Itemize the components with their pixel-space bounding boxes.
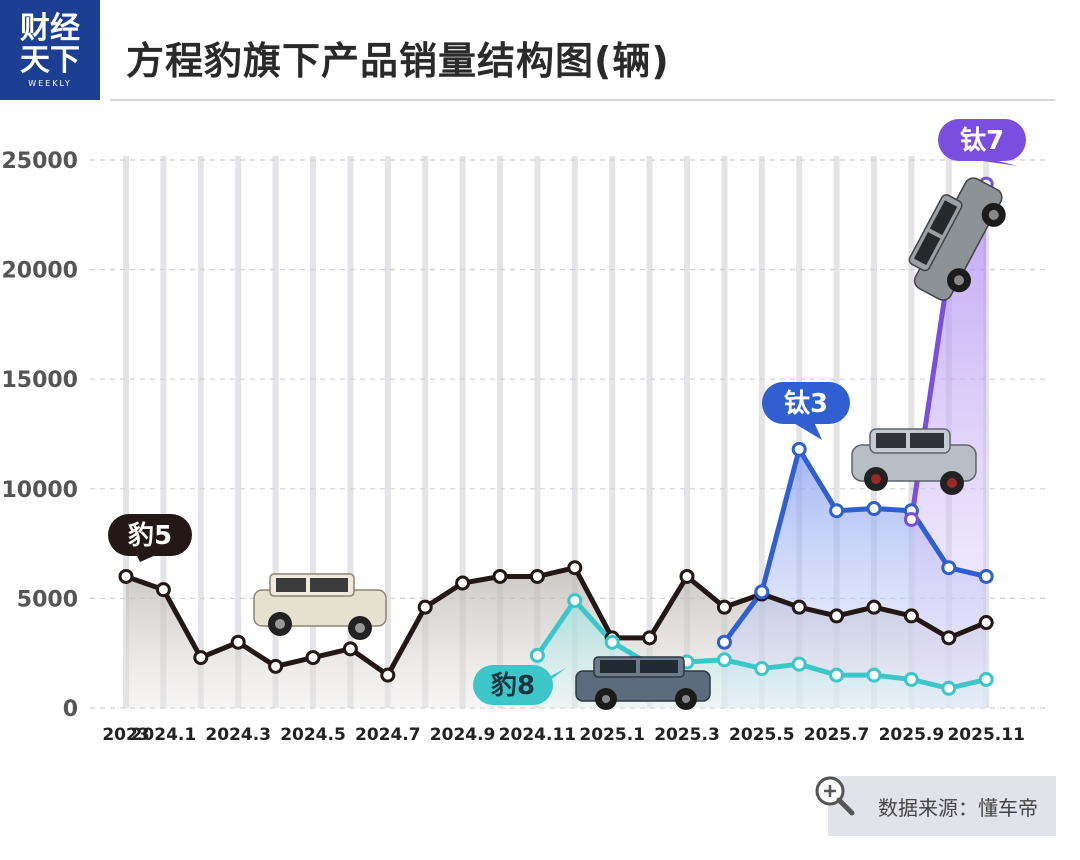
magnifier-icon xyxy=(815,776,855,816)
data-point-tai3 xyxy=(754,584,770,600)
brand-logo: 财经 天下 WEEKLY xyxy=(0,0,100,100)
data-point-bao5 xyxy=(529,568,545,584)
x-tick-label: 2025.1 xyxy=(579,725,645,745)
data-point-bao5 xyxy=(193,650,209,666)
x-tick-label: 2025.9 xyxy=(879,725,945,745)
data-point-bao5 xyxy=(230,634,246,650)
data-point-bao8 xyxy=(716,652,732,668)
data-point-tai3 xyxy=(829,503,845,519)
car-illustration-bao5 xyxy=(253,573,387,640)
data-point-bao5 xyxy=(903,608,919,624)
data-point-bao5 xyxy=(118,568,134,584)
data-point-bao8 xyxy=(978,672,994,688)
data-point-bao8 xyxy=(941,680,957,696)
title-divider xyxy=(110,99,1055,101)
series-name: 钛3 xyxy=(784,389,828,419)
series-name: 豹5 xyxy=(127,520,172,551)
series-label-bao8: 豹8 xyxy=(473,665,566,705)
car-illustration-tai3 xyxy=(851,428,977,495)
data-point-tai7 xyxy=(903,511,919,527)
y-tick-label: 5000 xyxy=(17,587,78,612)
data-point-bao5 xyxy=(866,599,882,615)
data-point-bao5 xyxy=(305,650,321,666)
x-tick-label: 2025.7 xyxy=(804,725,870,745)
data-point-tai3 xyxy=(978,568,994,584)
data-point-bao8 xyxy=(866,667,882,683)
series-label-tai7: 钛7 xyxy=(938,119,1026,166)
data-point-bao8 xyxy=(529,647,545,663)
x-tick-label: 2025.5 xyxy=(729,725,795,745)
data-point-bao8 xyxy=(567,593,583,609)
data-point-bao8 xyxy=(604,634,620,650)
series-name: 豹8 xyxy=(490,670,535,701)
series-name: 钛7 xyxy=(960,126,1004,156)
data-point-bao5 xyxy=(829,608,845,624)
logo-line2: 天下 xyxy=(20,42,80,78)
data-point-bao8 xyxy=(903,672,919,688)
y-tick-label: 15000 xyxy=(1,368,78,393)
data-point-bao5 xyxy=(642,630,658,646)
data-point-bao5 xyxy=(155,582,171,598)
data-point-bao5 xyxy=(417,599,433,615)
source-note: 数据来源：懂车帝 xyxy=(828,776,1056,836)
car-illustration-tai7 xyxy=(908,177,1006,301)
x-tick-label: 2025.11 xyxy=(947,725,1024,745)
data-point-bao8 xyxy=(791,656,807,672)
data-point-bao5 xyxy=(492,568,508,584)
x-tick-label: 2024.9 xyxy=(430,725,496,745)
data-point-bao5 xyxy=(268,658,284,674)
data-point-bao8 xyxy=(829,667,845,683)
data-point-bao5 xyxy=(791,599,807,615)
x-tick-label: 2025.3 xyxy=(654,725,720,745)
car-illustration-bao8 xyxy=(575,656,711,710)
data-point-tai3 xyxy=(716,634,732,650)
data-point-bao5 xyxy=(679,568,695,584)
data-point-bao5 xyxy=(380,667,396,683)
y-tick-label: 0 xyxy=(63,697,78,722)
data-point-bao5 xyxy=(941,630,957,646)
x-tick-label: 2024.5 xyxy=(280,725,346,745)
data-point-bao5 xyxy=(455,575,471,591)
x-tick-label: 2024.3 xyxy=(205,725,271,745)
x-tick-label: 2024.11 xyxy=(499,725,576,745)
series-label-bao5: 豹5 xyxy=(108,514,192,562)
series-label-tai3: 钛3 xyxy=(762,382,850,440)
data-point-bao5 xyxy=(342,641,358,657)
data-point-bao5 xyxy=(567,560,583,576)
x-tick-label: 2024.1 xyxy=(131,725,197,745)
data-point-bao5 xyxy=(716,599,732,615)
y-tick-label: 20000 xyxy=(1,259,78,284)
data-point-tai3 xyxy=(941,560,957,576)
logo-sub: WEEKLY xyxy=(28,78,72,88)
page-title: 方程豹旗下产品销量结构图(辆) xyxy=(126,39,670,83)
series-line-tai3 xyxy=(722,446,987,644)
data-point-tai3 xyxy=(866,501,882,517)
y-tick-label: 10000 xyxy=(1,478,78,503)
source-text: 数据来源：懂车帝 xyxy=(878,795,1038,820)
y-tick-label: 25000 xyxy=(1,149,78,174)
data-point-tai3 xyxy=(791,441,807,457)
logo-line1: 财经 xyxy=(20,10,80,46)
x-tick-label: 2023 xyxy=(102,725,149,745)
data-point-bao5 xyxy=(978,615,994,631)
x-tick-label: 2024.7 xyxy=(355,725,421,745)
data-point-bao8 xyxy=(754,661,770,677)
